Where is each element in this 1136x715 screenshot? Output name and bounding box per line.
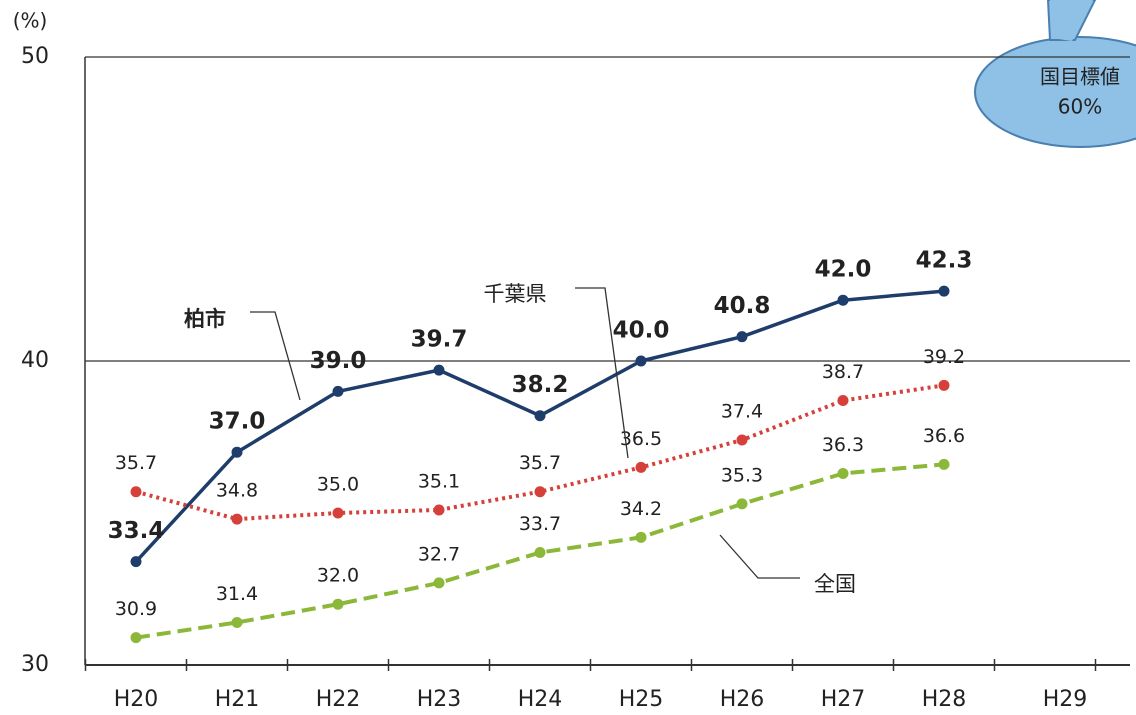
- y-axis-unit: (%): [13, 9, 48, 33]
- data-point: [231, 446, 243, 458]
- data-label: 34.2: [620, 498, 662, 520]
- data-label: 36.5: [620, 428, 662, 450]
- x-tick-label: H24: [518, 687, 563, 712]
- x-tick-label: H27: [821, 687, 866, 712]
- data-label: 39.0: [310, 348, 367, 374]
- data-point: [635, 461, 647, 473]
- data-point: [332, 385, 344, 397]
- callout-bubble: [974, 36, 1136, 148]
- data-label: 35.7: [115, 452, 157, 474]
- data-label: 38.2: [512, 372, 569, 398]
- data-label: 30.9: [115, 598, 157, 620]
- x-tick-label: H23: [417, 687, 462, 712]
- data-point: [736, 331, 748, 343]
- data-label: 38.7: [822, 361, 864, 383]
- data-point: [635, 355, 647, 367]
- series-label: 全国: [814, 572, 856, 596]
- data-point: [231, 513, 243, 525]
- data-label: 33.4: [108, 518, 165, 544]
- x-tick-label: H29: [1043, 687, 1088, 712]
- data-point: [534, 486, 546, 498]
- data-point: [332, 507, 344, 519]
- x-tick-label: H28: [922, 687, 967, 712]
- data-label: 42.3: [916, 248, 973, 274]
- data-label: 31.4: [216, 583, 258, 605]
- callout-text: 国目標値: [1040, 65, 1120, 89]
- data-label: 36.6: [923, 425, 965, 447]
- callout-text: 60%: [1058, 95, 1102, 119]
- x-tick-label: H21: [215, 687, 260, 712]
- data-point: [736, 498, 748, 510]
- series-label: 柏市: [184, 307, 226, 331]
- data-point: [837, 467, 849, 479]
- leader-line: [719, 534, 800, 579]
- y-tick-label: 50: [21, 44, 49, 69]
- y-tick-label: 30: [21, 652, 49, 677]
- data-label: 32.7: [418, 543, 460, 565]
- data-label: 35.3: [721, 464, 763, 486]
- data-point: [938, 379, 950, 391]
- x-tick-label: H22: [316, 687, 361, 712]
- data-label: 37.4: [721, 401, 763, 423]
- data-point: [938, 285, 950, 297]
- data-point: [837, 294, 849, 306]
- data-point: [534, 410, 546, 422]
- data-point: [433, 577, 445, 589]
- data-label: 35.1: [418, 470, 460, 492]
- data-point: [130, 486, 142, 498]
- series-line: [135, 462, 945, 640]
- x-tick-label: H20: [114, 687, 159, 712]
- data-point: [433, 504, 445, 516]
- data-label: 42.0: [815, 257, 872, 283]
- data-label: 33.7: [519, 513, 561, 535]
- data-point: [332, 598, 344, 610]
- leader-line: [575, 287, 629, 459]
- data-label: 35.7: [519, 452, 561, 474]
- data-label: 40.0: [613, 318, 670, 344]
- data-point: [736, 434, 748, 446]
- series-label: 千葉県: [484, 282, 547, 306]
- y-tick-label: 40: [21, 348, 49, 373]
- x-tick-label: H26: [720, 687, 765, 712]
- data-label: 34.8: [216, 480, 258, 502]
- data-label: 37.0: [209, 409, 266, 435]
- callout-tail-fill: [1050, 0, 1093, 41]
- x-tick-label: H25: [619, 687, 664, 712]
- data-point: [231, 616, 243, 628]
- data-point: [534, 547, 546, 559]
- data-point: [635, 531, 647, 543]
- data-point: [938, 458, 950, 470]
- data-label: 36.3: [822, 434, 864, 456]
- data-label: 39.7: [411, 327, 468, 353]
- data-point: [433, 364, 445, 376]
- data-label: 35.0: [317, 474, 359, 496]
- leader-line: [250, 311, 301, 401]
- data-point: [837, 395, 849, 407]
- data-label: 40.8: [714, 293, 771, 319]
- data-label: 39.2: [923, 346, 965, 368]
- data-point: [130, 632, 142, 644]
- data-point: [130, 556, 142, 568]
- data-label: 32.0: [317, 565, 359, 587]
